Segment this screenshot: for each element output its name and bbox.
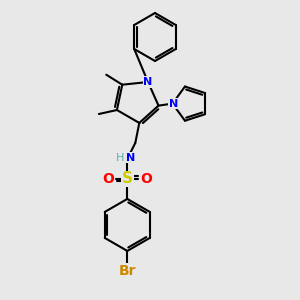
Text: N: N: [143, 77, 153, 87]
Text: N: N: [169, 99, 178, 109]
Text: O: O: [102, 172, 114, 186]
Text: O: O: [140, 172, 152, 186]
Text: H: H: [116, 153, 124, 163]
Text: Br: Br: [118, 264, 136, 278]
Text: N: N: [126, 153, 135, 163]
Text: S: S: [122, 171, 133, 186]
